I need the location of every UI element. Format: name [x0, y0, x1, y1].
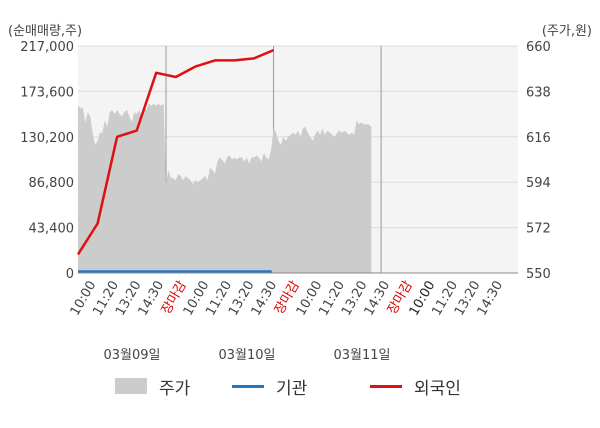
y-right-tick-label: 594 [526, 176, 551, 191]
legend-label-institution: 기관 [276, 378, 308, 399]
date-label: 03월09일 [103, 348, 160, 363]
y-left-tick-label: 0 [66, 267, 74, 282]
date-label: 03월11일 [333, 348, 390, 363]
y-right-tick-label: 660 [526, 40, 551, 55]
right-axis-title: (주가,원) [542, 24, 592, 39]
legend-swatch-institution [232, 384, 264, 388]
legend-item-price: 주가 [115, 374, 191, 399]
y-left-tick-label: 130,200 [20, 131, 74, 146]
date-label: 03월10일 [218, 348, 275, 363]
legend: 주가 기관 외국인 [0, 368, 600, 404]
y-left-tick-label: 43,400 [29, 222, 75, 237]
left-axis-title: (순매매량,주) [8, 24, 82, 39]
y-left-tick-label: 86,800 [29, 176, 75, 191]
legend-swatch-foreign [370, 384, 402, 388]
y-left-tick-label: 217,000 [20, 40, 74, 55]
y-right-tick-label: 638 [526, 85, 551, 100]
legend-label-foreign: 외국인 [414, 378, 461, 399]
legend-item-foreign: 외국인 [370, 374, 461, 399]
y-left-tick-label: 173,600 [20, 85, 74, 100]
y-right-tick-label: 616 [526, 131, 551, 146]
foreign-line-series [76, 48, 275, 256]
y-right-tick-label: 550 [526, 267, 551, 282]
y-right-tick-label: 572 [526, 222, 551, 237]
legend-label-price: 주가 [159, 378, 191, 399]
price-area-series [78, 103, 372, 273]
legend-item-institution: 기관 [232, 374, 308, 399]
legend-swatch-price [115, 378, 147, 394]
